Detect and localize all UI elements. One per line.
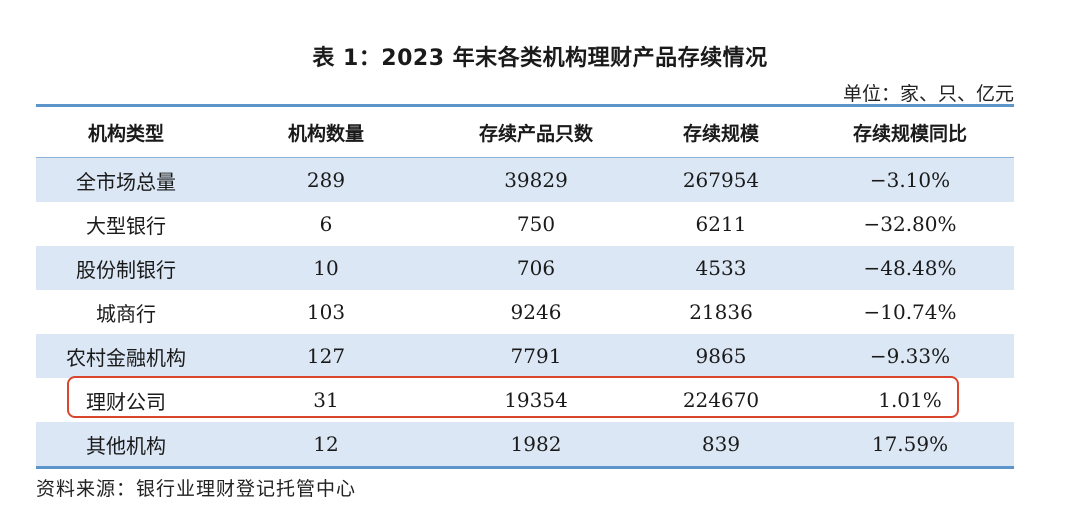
table-cell: 7791 <box>510 344 562 368</box>
table-row: 股份制银行 10 706 4533 −48.48% <box>36 246 1014 290</box>
table-cell: 农村金融机构 <box>66 345 186 370</box>
table-cell: −10.74% <box>863 300 957 324</box>
table-cell: 全市场总量 <box>76 169 176 194</box>
table-cell: 9246 <box>510 300 562 324</box>
table-cell: 224670 <box>682 388 760 412</box>
table-cell: 706 <box>516 256 556 280</box>
table-cell: 12 <box>313 432 339 456</box>
table-cell: 103 <box>306 300 346 324</box>
header-cell: 存续规模同比 <box>852 122 967 145</box>
table-cell: 6211 <box>695 212 747 236</box>
table-cell: 4533 <box>695 256 747 280</box>
table-row: 农村金融机构 127 7791 9865 −9.33% <box>36 334 1014 378</box>
table-row: 全市场总量 289 39829 267954 −3.10% <box>36 158 1014 202</box>
table-cell: 大型银行 <box>86 213 166 238</box>
table-cell: 其他机构 <box>86 433 166 458</box>
table-row: 其他机构 12 1982 839 17.59% <box>36 422 1014 466</box>
source-note: 资料来源：银行业理财登记托管中心 <box>36 478 357 500</box>
table-cell: 1.01% <box>878 388 942 412</box>
table-cell: 城商行 <box>96 301 156 326</box>
header-cell: 机构数量 <box>287 122 364 145</box>
header-cell: 存续产品只数 <box>478 122 593 145</box>
header-cell: 存续规模 <box>682 122 759 145</box>
table-cell: 39829 <box>504 168 568 192</box>
table-cell: −3.10% <box>869 168 951 192</box>
table-cell: 9865 <box>695 344 747 368</box>
table-cell: −48.48% <box>863 256 957 280</box>
table-cell: 19354 <box>504 388 568 412</box>
table-cell: 股份制银行 <box>76 257 176 282</box>
table-cell: 31 <box>313 388 339 412</box>
table-title: 表 1：2023 年末各类机构理财产品存续情况 <box>312 46 768 71</box>
table-cell: 127 <box>306 344 346 368</box>
table-cell: −32.80% <box>863 212 957 236</box>
table-row: 大型银行 6 750 6211 −32.80% <box>36 202 1014 246</box>
table-cell: 1982 <box>510 432 562 456</box>
table-row: 城商行 103 9246 21836 −10.74% <box>36 290 1014 334</box>
unit-note: 单位：家、只、亿元 <box>842 83 1014 105</box>
table-cell: 839 <box>701 432 741 456</box>
table-header-row: 机构类型 机构数量 存续产品只数 存续规模 存续规模同比 <box>36 107 1014 158</box>
table-cell: 17.59% <box>871 432 949 456</box>
table-row-highlighted: 理财公司 31 19354 224670 1.01% <box>36 378 1014 422</box>
table-cell: 750 <box>516 212 556 236</box>
table-cell: 理财公司 <box>86 389 166 414</box>
table-cell: 6 <box>319 212 333 236</box>
table-cell: 21836 <box>689 300 753 324</box>
table-cell: 289 <box>306 168 346 192</box>
header-cell: 机构类型 <box>87 122 164 145</box>
table-cell: 10 <box>313 256 339 280</box>
table-cell: 267954 <box>682 168 760 192</box>
table-cell: −9.33% <box>869 344 951 368</box>
data-table: 机构类型 机构数量 存续产品只数 存续规模 存续规模同比 全市场总量 289 3… <box>36 104 1014 469</box>
